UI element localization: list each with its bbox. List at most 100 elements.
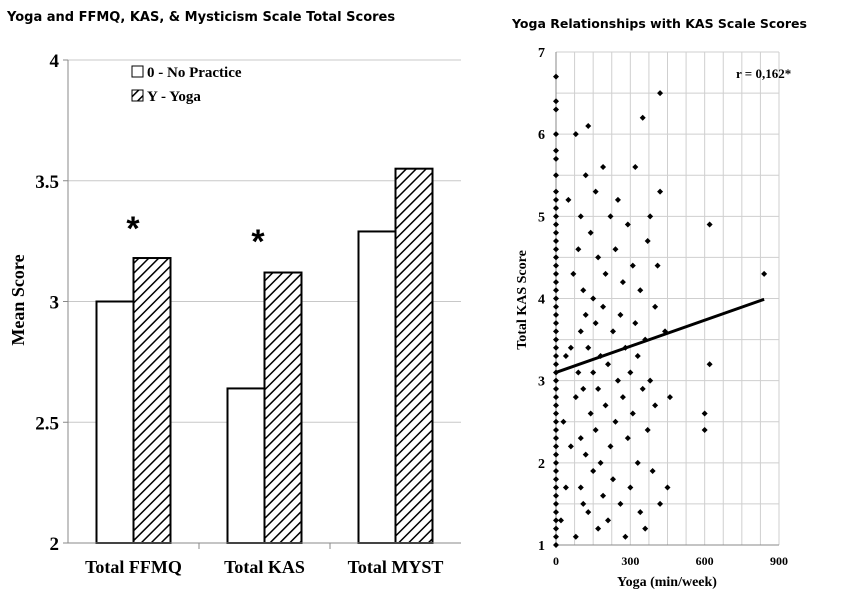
scatter-point	[657, 500, 664, 507]
scatter-point	[632, 164, 639, 171]
scatter-point	[600, 303, 607, 310]
scatter-point	[553, 542, 559, 548]
scatter-point	[624, 221, 631, 228]
bar-x-tick-label: Total FFMQ	[85, 557, 182, 577]
bar-no-practice-total-ffmq	[95, 300, 135, 544]
scatter-y-tick-label: 2	[538, 457, 545, 472]
bar-y-tick-label: 2.5	[35, 413, 59, 434]
significance-star-ffmq: *	[126, 210, 140, 248]
scatter-point	[622, 533, 629, 540]
scatter-y-tick-label: 6	[538, 128, 545, 143]
scatter-point	[585, 344, 592, 351]
scatter-point	[619, 279, 626, 286]
scatter-point	[567, 443, 574, 450]
scatter-point	[585, 122, 592, 129]
scatter-point	[592, 320, 599, 327]
scatter-trendline-group	[555, 297, 765, 374]
scatter-point	[553, 361, 559, 368]
scatter-point	[590, 295, 597, 302]
scatter-point	[553, 205, 559, 212]
scatter-point	[597, 459, 604, 466]
scatter-x-tick-label: 0	[553, 554, 559, 568]
scatter-point	[553, 270, 559, 277]
scatter-tick-labels: 1 2 3 4 5 6 7 0 300 600 900	[538, 46, 788, 568]
bar-y-tick-label: 3.5	[35, 172, 59, 193]
scatter-point	[553, 377, 559, 384]
scatter-point	[553, 484, 559, 491]
scatter-point	[553, 246, 559, 253]
scatter-point	[553, 295, 559, 302]
scatter-point	[570, 270, 577, 277]
scatter-point	[652, 303, 659, 310]
scatter-trendline	[555, 297, 765, 374]
scatter-point	[607, 443, 614, 450]
scatter-point	[553, 320, 559, 327]
scatter-point	[553, 353, 559, 360]
scatter-point	[761, 270, 768, 277]
scatter-point	[553, 98, 559, 105]
scatter-point	[609, 476, 616, 483]
bar-no-practice-total-kas	[226, 387, 266, 544]
bar-y-tick-label: 3	[50, 293, 60, 314]
scatter-point	[637, 287, 644, 294]
bar-x-tick-label: Total MYST	[348, 557, 444, 577]
scatter-point	[567, 344, 574, 351]
bar-yoga-total-kas	[263, 271, 303, 544]
scatter-point	[595, 525, 602, 532]
scatter-point	[553, 443, 559, 450]
bar-y-tick-label: 2	[50, 534, 60, 555]
scatter-point	[664, 484, 671, 491]
scatter-x-tick-label: 900	[770, 554, 788, 568]
scatter-point	[587, 410, 594, 417]
scatter-point	[572, 131, 579, 138]
scatter-points-group	[553, 73, 768, 548]
scatter-point	[632, 320, 639, 327]
scatter-point	[619, 394, 626, 401]
scatter-point	[644, 237, 651, 244]
scatter-point	[553, 459, 559, 466]
scatter-point	[553, 336, 559, 343]
scatter-point	[560, 418, 567, 425]
legend-swatch-yoga	[131, 89, 144, 102]
scatter-point	[637, 509, 644, 516]
legend-label-no-practice: 0 - No Practice	[147, 65, 242, 81]
scatter-point	[634, 353, 641, 360]
scatter-point	[553, 451, 559, 458]
scatter-point	[701, 426, 708, 433]
scatter-point	[577, 213, 584, 220]
scatter-point	[553, 418, 559, 425]
bar-no-practice-total-myst	[357, 230, 397, 544]
scatter-point	[592, 188, 599, 195]
scatter-point	[629, 262, 636, 269]
scatter-point	[629, 410, 636, 417]
scatter-point	[582, 311, 589, 318]
legend-swatch-no-practice	[131, 65, 144, 78]
scatter-point	[562, 484, 569, 491]
scatter-point	[602, 402, 609, 409]
scatter-point	[580, 287, 587, 294]
bar-y-tick-label: 4	[50, 51, 60, 72]
scatter-y-axis-label: Total KAS Score	[515, 250, 530, 350]
scatter-point	[553, 385, 559, 392]
scatter-point	[553, 402, 559, 409]
scatter-point	[553, 221, 559, 228]
bar-y-axis-label: Mean Score	[8, 254, 28, 345]
scatter-point	[565, 196, 572, 203]
scatter-point	[553, 533, 559, 540]
scatter-point	[557, 517, 564, 524]
scatter-point	[592, 426, 599, 433]
scatter-point	[617, 500, 624, 507]
scatter-point	[590, 369, 597, 376]
scatter-point	[580, 500, 587, 507]
scatter-point	[600, 492, 607, 499]
scatter-point	[617, 311, 624, 318]
scatter-point	[614, 196, 621, 203]
scatter-point	[577, 328, 584, 335]
scatter-point	[553, 410, 559, 417]
scatter-point	[553, 213, 559, 220]
scatter-point	[553, 131, 559, 138]
scatter-y-tick-label: 5	[538, 210, 545, 225]
bar-yoga-total-ffmq	[132, 257, 172, 544]
scatter-point	[553, 525, 559, 532]
bar-tick-labels: 2 2.5 3 3.5 4 Total FFMQ Total KAS Total MYST	[35, 51, 443, 577]
